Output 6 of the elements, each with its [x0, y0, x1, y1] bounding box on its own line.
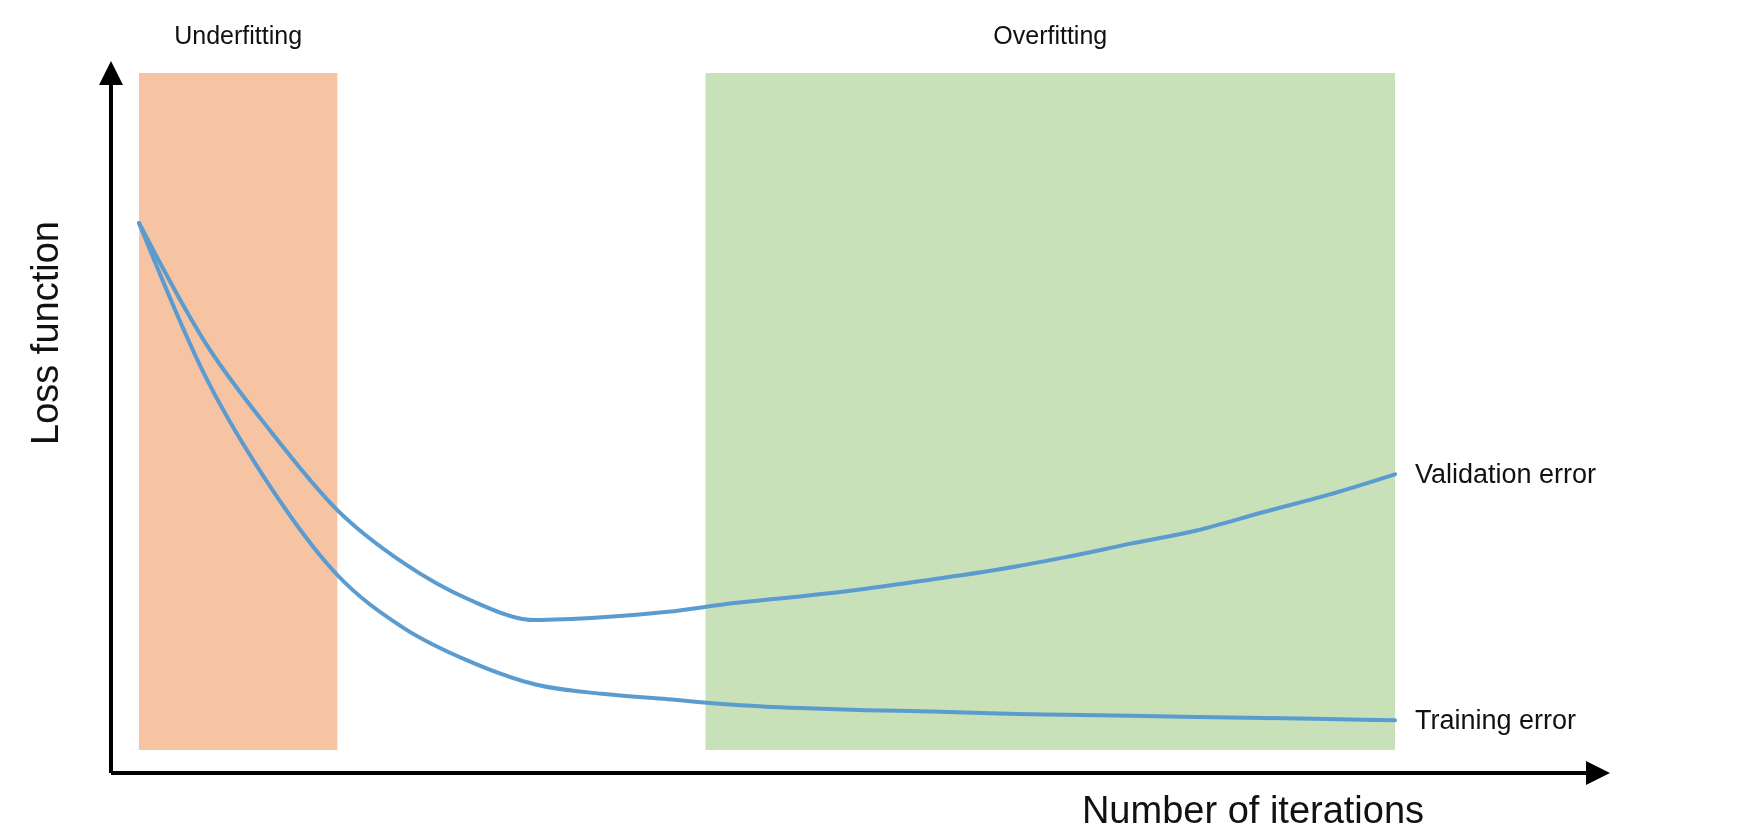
x-axis-title: Number of iterations	[1081, 789, 1425, 831]
text: Underfitting	[174, 21, 303, 49]
y-axis-title: Loss function	[24, 221, 66, 445]
series-label: Validation error	[1415, 459, 1597, 490]
text: Overfitting	[993, 21, 1108, 49]
series-label: Training error	[1415, 705, 1577, 736]
